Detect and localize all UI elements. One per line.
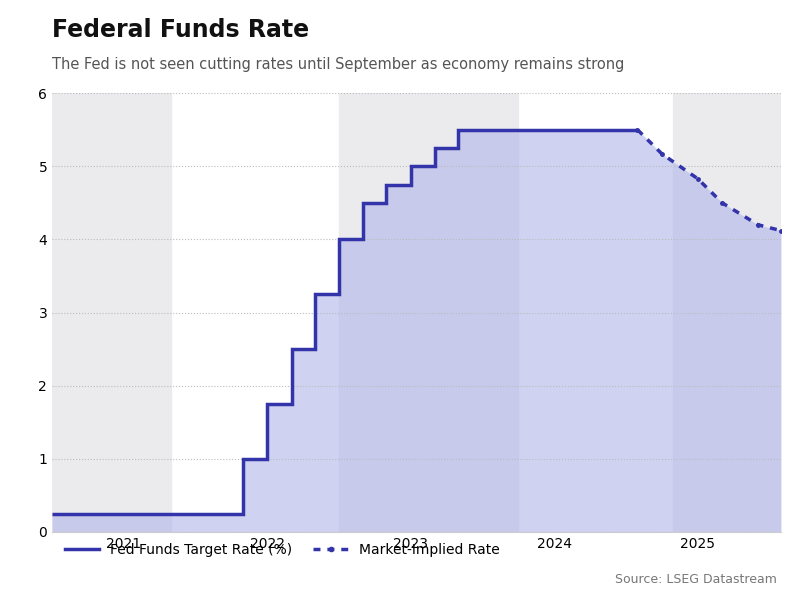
Legend: Fed Funds Target Rate (%), Market-Implied Rate: Fed Funds Target Rate (%), Market-Implie… (59, 537, 505, 562)
Text: The Fed is not seen cutting rates until September as economy remains strong: The Fed is not seen cutting rates until … (52, 57, 625, 72)
Bar (339, 93, 518, 532)
Bar (674, 93, 781, 532)
Bar (52, 93, 171, 532)
Text: Source: LSEG Datastream: Source: LSEG Datastream (615, 573, 777, 586)
Text: Federal Funds Rate: Federal Funds Rate (52, 18, 309, 42)
